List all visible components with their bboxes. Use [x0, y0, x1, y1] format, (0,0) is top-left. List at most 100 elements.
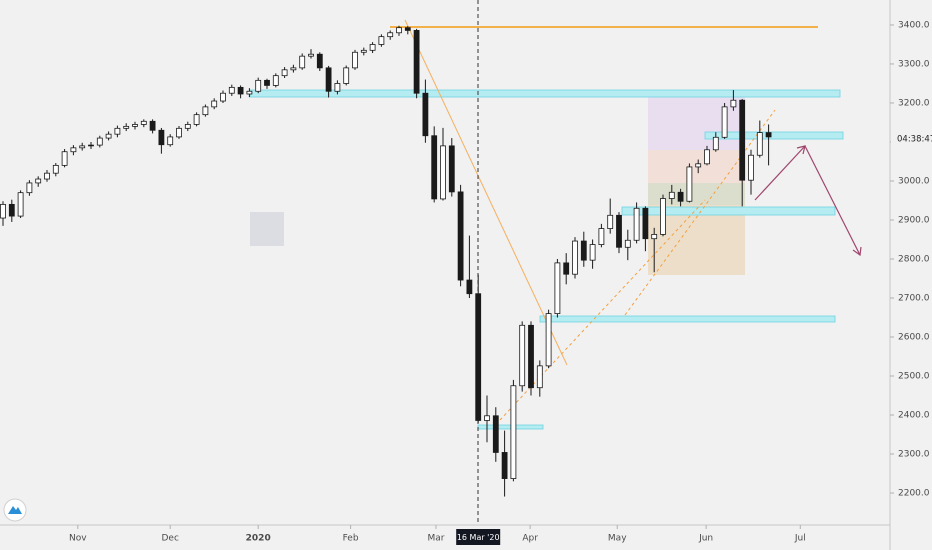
- candle-body: [290, 67, 297, 71]
- candle-body: [255, 79, 262, 92]
- candle-body: [202, 106, 209, 116]
- candle-body: [105, 133, 112, 139]
- candle-body: [624, 239, 631, 248]
- candle-body: [246, 90, 253, 95]
- zone: [477, 424, 544, 430]
- candle-body: [422, 92, 429, 137]
- crosshair-label: 16 Mar '20: [457, 533, 500, 542]
- x-tick-label: May: [608, 534, 627, 544]
- candle-body: [536, 365, 543, 389]
- candle-body: [651, 234, 658, 240]
- candle-body: [642, 207, 649, 240]
- x-tick-label: Dec: [161, 534, 178, 544]
- candle-body: [61, 151, 68, 166]
- candle-body: [52, 164, 59, 174]
- candle-body: [334, 83, 341, 92]
- candle-body: [607, 214, 614, 229]
- candle-body: [695, 163, 702, 168]
- candle-body: [712, 136, 719, 151]
- candle-body: [668, 191, 675, 199]
- candle-body: [396, 27, 402, 34]
- candle-body: [660, 198, 666, 235]
- y-tick-label: 3400.0: [898, 20, 930, 30]
- candle-body: [677, 191, 684, 202]
- candle-body: [184, 124, 191, 129]
- candle-body: [369, 44, 376, 51]
- fib-zone: [648, 90, 745, 150]
- drawings: [249, 0, 862, 525]
- countdown-box: [891, 132, 932, 146]
- trend-line: [499, 199, 706, 421]
- x-tick-label: Apr: [522, 534, 538, 544]
- candle-body: [26, 182, 33, 194]
- candle-body: [158, 129, 165, 146]
- candle-body: [88, 144, 94, 147]
- y-tick-label: 2500.0: [898, 372, 930, 382]
- candle-body: [360, 49, 367, 53]
- candle-body: [44, 172, 50, 180]
- placeholder-box: [250, 212, 284, 246]
- candle-body: [519, 324, 526, 387]
- candle-body: [211, 100, 218, 108]
- candle-body: [281, 69, 288, 77]
- candle-body: [686, 166, 693, 202]
- candle-body: [704, 149, 710, 165]
- y-tick-label: 2600.0: [898, 332, 930, 342]
- candle-body: [387, 32, 394, 38]
- x-tick-label: Jun: [698, 534, 713, 544]
- candle-body: [616, 214, 622, 248]
- candle-body: [220, 92, 226, 102]
- y-tick-label: 2700.0: [898, 293, 930, 303]
- candle-body: [457, 191, 464, 281]
- candle-body: [440, 145, 446, 200]
- candle-body: [308, 53, 314, 57]
- y-tick-label: 2300.0: [898, 450, 930, 460]
- y-tick-label: 3300.0: [898, 59, 930, 69]
- y-tick-label: 3000.0: [898, 176, 930, 186]
- candle-body: [114, 127, 121, 135]
- candle-body: [448, 145, 455, 193]
- zone: [704, 131, 844, 140]
- candle-body: [598, 228, 605, 245]
- y-tick-label: 2400.0: [898, 411, 930, 421]
- candle-body: [149, 120, 156, 131]
- y-tick-label: 2200.0: [898, 489, 930, 499]
- candle-body: [589, 244, 596, 261]
- x-tick-label: 2020: [246, 534, 271, 544]
- candle-body: [413, 30, 420, 94]
- candle-body: [492, 415, 499, 453]
- candle-body: [739, 99, 746, 181]
- forecast-arrow: [754, 145, 862, 257]
- trend-line: [624, 109, 776, 316]
- candle-body: [176, 127, 182, 138]
- countdown: 04:38:47: [897, 135, 932, 145]
- candle-body: [316, 53, 323, 69]
- x-tick-label: Nov: [69, 534, 87, 544]
- candle-body: [272, 75, 279, 86]
- candle-body: [299, 55, 306, 69]
- candle-body: [528, 324, 534, 389]
- candle-body: [228, 86, 235, 94]
- candle-body: [378, 36, 385, 45]
- y-tick-label: 3200.0: [898, 98, 930, 108]
- candle-body: [721, 106, 728, 138]
- y-tick-label: 2800.0: [898, 254, 930, 264]
- candle-body: [466, 279, 473, 295]
- candle-body: [563, 262, 570, 275]
- candle-body: [730, 99, 737, 108]
- candle-body: [352, 51, 358, 69]
- candle-body: [140, 120, 147, 125]
- candle-body: [35, 178, 42, 184]
- candle-body: [264, 79, 270, 86]
- candle-body: [325, 67, 332, 92]
- candle-body: [545, 313, 552, 367]
- candle-body: [132, 124, 138, 127]
- candle-body: [79, 145, 86, 149]
- candle-body: [765, 132, 772, 138]
- candle-body: [756, 132, 763, 156]
- candle-body: [70, 147, 77, 153]
- candle-body: [343, 67, 350, 84]
- candle-body: [8, 203, 15, 217]
- candle-body: [572, 240, 578, 275]
